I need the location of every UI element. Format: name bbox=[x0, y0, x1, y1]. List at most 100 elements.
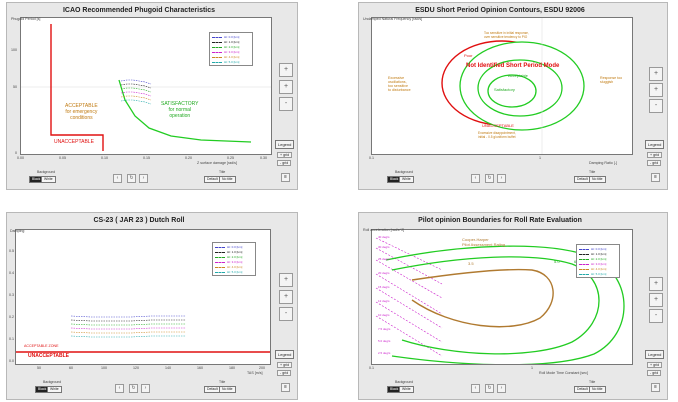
panel-title: CS-23 ( JAR 23 ) Dutch Roll bbox=[93, 217, 185, 224]
next-button[interactable]: › bbox=[139, 174, 148, 183]
deg-line bbox=[375, 315, 443, 357]
series-line bbox=[70, 323, 186, 326]
grid-minus-button[interactable]: - grid bbox=[277, 370, 292, 376]
plot-area: ACCEPTABLE ZONE UNACCEPTABLE Ht: 0.0 [km… bbox=[15, 229, 271, 365]
y-tick: 0.5 bbox=[9, 249, 14, 253]
title-none-button[interactable]: No title bbox=[589, 176, 606, 183]
deg-lines bbox=[375, 237, 443, 357]
grid-plus-button[interactable]: + grid bbox=[277, 362, 293, 368]
refresh-button[interactable]: ↻ bbox=[129, 384, 138, 393]
panel-phugoid: ICAO Recommended Phugoid Characteristics… bbox=[6, 2, 298, 190]
series-legend: Ht: 0.0 [km] Ht: 1.0 [km] Ht: 2.0 [km] H… bbox=[209, 32, 253, 66]
background-white-button[interactable]: White bbox=[41, 176, 56, 183]
zoom-in-button[interactable]: + bbox=[279, 63, 293, 77]
legend-entry: Ht: 2.0 [km] bbox=[591, 257, 607, 261]
legend-entry: Ht: 1.0 [km] bbox=[224, 40, 240, 44]
deg-line bbox=[375, 237, 443, 271]
prev-button[interactable]: ‹ bbox=[115, 384, 124, 393]
panel-roll-rate: Pilot opinion Boundaries for Roll Rate E… bbox=[358, 212, 668, 400]
series-line bbox=[70, 319, 186, 322]
x-axis-label: Roll Mode Time Constant [sec] bbox=[539, 371, 588, 375]
deg-label: 30 deg/s bbox=[378, 245, 390, 249]
export-button[interactable]: ≡ bbox=[281, 173, 290, 182]
legend-button[interactable]: Legend bbox=[645, 350, 665, 359]
deg-label: 40 deg/s bbox=[378, 235, 390, 239]
plot-area: Cooper-Harper Pilot Assessment Rating 3.… bbox=[371, 229, 633, 365]
legend-entry: Ht: 5.0 [km] bbox=[227, 270, 243, 274]
title-label: Title bbox=[589, 170, 596, 174]
deg-line bbox=[375, 273, 443, 315]
rating-6.5-contour bbox=[385, 245, 625, 364]
legend-entry: Ht: 3.0 [km] bbox=[227, 260, 243, 264]
x-tick: 160 bbox=[197, 366, 203, 370]
prev-button[interactable]: ‹ bbox=[113, 174, 122, 183]
background-label: Background bbox=[395, 170, 414, 174]
legend-entry: Ht: 3.0 [km] bbox=[224, 50, 240, 54]
legend-entry: Ht: 5.0 [km] bbox=[591, 272, 607, 276]
series-line bbox=[70, 315, 186, 318]
y-tick: 100 bbox=[11, 48, 17, 52]
x-tick: 0.1 bbox=[369, 156, 374, 160]
title-none-button[interactable]: No title bbox=[219, 386, 236, 393]
export-button[interactable]: ≡ bbox=[651, 383, 660, 392]
zoom-in-y-button[interactable]: + bbox=[279, 80, 293, 94]
zoom-out-button[interactable]: - bbox=[649, 309, 663, 323]
legend-button[interactable]: Legend bbox=[645, 140, 665, 149]
next-button[interactable]: › bbox=[497, 384, 506, 393]
zoom-in-y-button[interactable]: + bbox=[649, 83, 663, 97]
zoom-out-button[interactable]: - bbox=[279, 97, 293, 111]
unacceptable-label: UNACCEPTABLE bbox=[54, 139, 94, 145]
zoom-in-y-button[interactable]: + bbox=[649, 293, 663, 307]
panel-title: ESDU Short Period Opinion Contours, ESDU… bbox=[415, 7, 585, 14]
grid-plus-button[interactable]: + grid bbox=[647, 152, 663, 158]
zoom-out-button[interactable]: - bbox=[279, 307, 293, 321]
background-white-button[interactable]: White bbox=[47, 386, 62, 393]
export-button[interactable]: ≡ bbox=[281, 383, 290, 392]
zoom-out-button[interactable]: - bbox=[649, 99, 663, 113]
deg-label: 10 deg/s bbox=[378, 313, 390, 317]
series-line bbox=[120, 95, 152, 101]
series-line bbox=[120, 79, 152, 85]
prev-button[interactable]: ‹ bbox=[471, 384, 480, 393]
next-button[interactable]: › bbox=[141, 384, 150, 393]
background-white-button[interactable]: White bbox=[399, 176, 414, 183]
dutch-roll-series bbox=[70, 315, 186, 338]
refresh-button[interactable]: ↻ bbox=[485, 384, 494, 393]
title-none-button[interactable]: No title bbox=[219, 176, 236, 183]
background-label: Background bbox=[37, 170, 56, 174]
prev-button[interactable]: ‹ bbox=[471, 174, 480, 183]
legend-entry: Ht: 1.0 [km] bbox=[227, 250, 243, 254]
grid-minus-button[interactable]: - grid bbox=[647, 160, 662, 166]
legend-entry: Ht: 4.0 [km] bbox=[224, 55, 240, 59]
deg-label: 5.0 deg/s bbox=[378, 339, 391, 343]
deg-label: 20 deg/s bbox=[378, 271, 390, 275]
y-tick: 0.1 bbox=[9, 337, 14, 341]
refresh-button[interactable]: ↻ bbox=[485, 174, 494, 183]
zoom-in-y-button[interactable]: + bbox=[279, 290, 293, 304]
not-identified-label: Not Identified Short Period Mode bbox=[466, 63, 560, 69]
y-tick: 0 bbox=[15, 151, 17, 155]
zoom-in-button[interactable]: + bbox=[649, 277, 663, 291]
y-tick: 0.3 bbox=[9, 293, 14, 297]
export-button[interactable]: ≡ bbox=[651, 173, 660, 182]
zoom-in-button[interactable]: + bbox=[649, 67, 663, 81]
x-tick: 50 bbox=[37, 366, 41, 370]
background-white-button[interactable]: White bbox=[399, 386, 414, 393]
title-none-button[interactable]: No title bbox=[589, 386, 606, 393]
grid-minus-button[interactable]: - grid bbox=[647, 370, 662, 376]
grid-minus-button[interactable]: - grid bbox=[277, 160, 292, 166]
refresh-button[interactable]: ↻ bbox=[127, 174, 136, 183]
grid-plus-button[interactable]: + grid bbox=[647, 362, 663, 368]
next-button[interactable]: › bbox=[497, 174, 506, 183]
legend-button[interactable]: Legend bbox=[275, 140, 295, 149]
deg-label: 7.5 deg/s bbox=[378, 327, 391, 331]
satisfactory-label: SATISFACTORY for normal operation bbox=[161, 101, 199, 119]
series-line bbox=[70, 327, 186, 330]
unacceptable-label: UNACCEPTABLE bbox=[28, 353, 70, 359]
grid-plus-button[interactable]: + grid bbox=[277, 152, 293, 158]
legend-button[interactable]: Legend bbox=[275, 350, 295, 359]
series-line bbox=[120, 83, 152, 89]
panel-title: Pilot opinion Boundaries for Roll Rate E… bbox=[418, 217, 582, 224]
zoom-in-button[interactable]: + bbox=[279, 273, 293, 287]
y-tick: 0.4 bbox=[9, 271, 14, 275]
